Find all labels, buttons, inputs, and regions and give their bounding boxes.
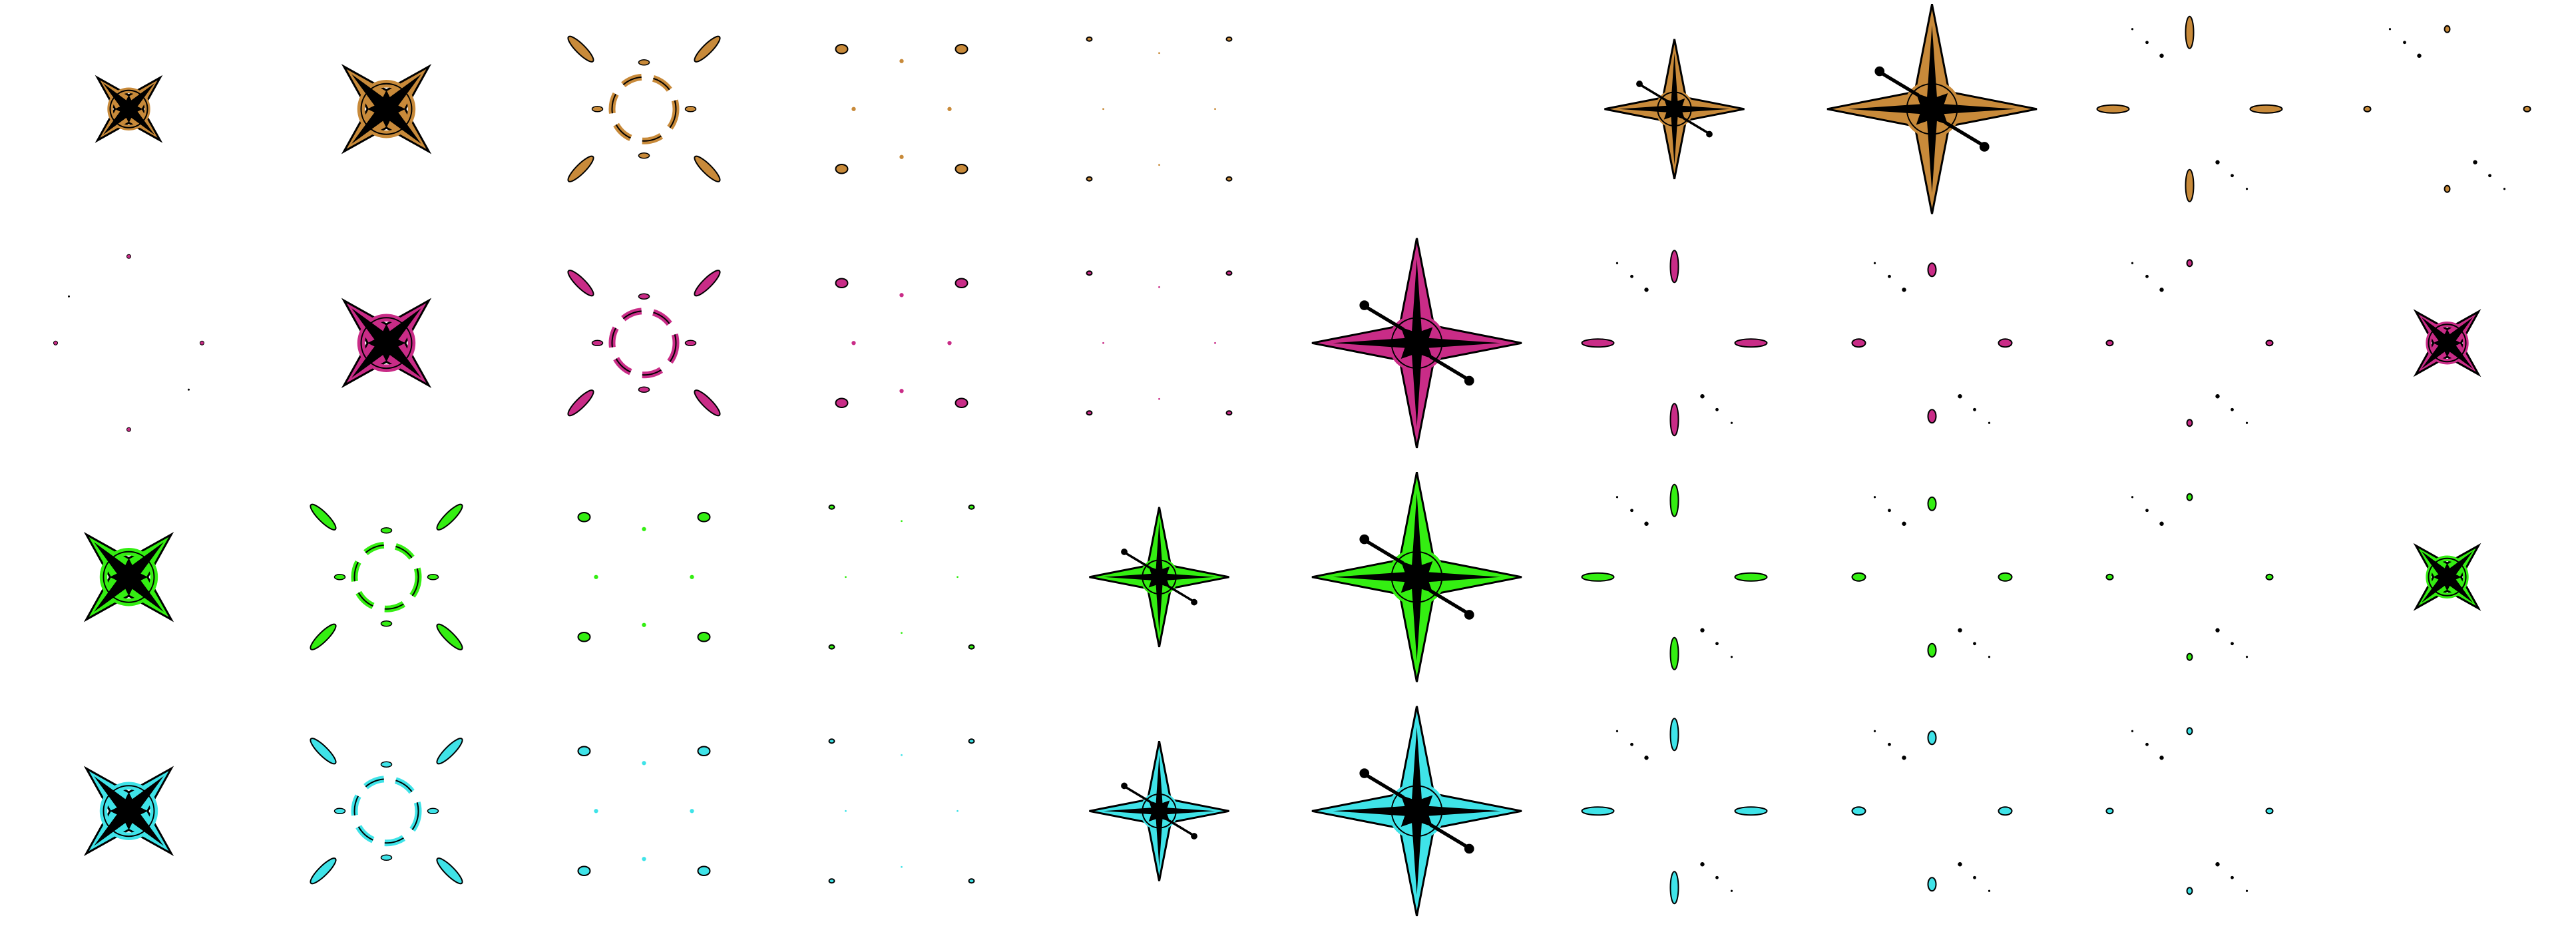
sprite-frame-plus-faint	[2105, 493, 2274, 661]
sprite-frame-star-plus-large	[1311, 238, 1522, 449]
sprite-frame-star-plus-medium	[1089, 741, 1229, 881]
sprite-frame-faint-specks	[53, 254, 204, 432]
sprite-row-magenta	[53, 238, 2481, 449]
sprite-frame-dots-spread	[577, 746, 711, 876]
sprite-frame-dots-faint	[1086, 270, 1233, 416]
sprite-frame-star-x-larger	[83, 532, 174, 622]
sprite-frame-burst-ring	[567, 270, 721, 417]
sprite-frame-star-x-larger	[341, 298, 432, 388]
sprite-frame-plus-faint	[2105, 727, 2274, 895]
sprite-row-orange	[95, 4, 2531, 214]
sprite-frame-star-plus-medium	[1604, 39, 1745, 180]
sprite-frame-plus-spread	[1581, 718, 1768, 905]
sprite-frame-star-plus-large	[1311, 706, 1522, 917]
sprite-frame-dots-spread	[835, 44, 968, 174]
sprite-row-cyan	[83, 706, 2274, 917]
sprite-frame-star-x-large	[2413, 543, 2481, 611]
sprite-frame-plus-faint-mid	[1851, 496, 2013, 658]
sprite-frame-star-plus-large	[1311, 472, 1522, 682]
sprite-frame-plus-spread	[1581, 483, 1768, 670]
sprite-frame-plus-faint	[2363, 25, 2531, 193]
sprite-frame-burst-ring	[567, 35, 721, 182]
sprite-frame-star-plus-large	[1826, 4, 2038, 214]
sprite-frame-star-x-large	[2413, 309, 2481, 377]
sprite-frame-star-x-larger	[341, 64, 432, 154]
sprite-frame-plus-faint-mid	[1851, 262, 2013, 424]
sprite-frame-plus-faint-mid	[1851, 730, 2013, 892]
sprite-frame-star-x-large	[95, 75, 163, 143]
sprite-frame-dots-faint	[828, 504, 975, 650]
sprite-frame-plus-faint	[2105, 259, 2274, 427]
sprite-frame-dots-faint	[828, 738, 975, 884]
sprite-frame-dots-spread	[577, 512, 711, 642]
sprite-frame-star-x-larger	[83, 766, 174, 856]
sprite-frame-plus-spread	[1581, 250, 1768, 437]
sprite-frame-plus-spread	[2096, 15, 2283, 202]
sprite-frame-burst-ring	[310, 503, 463, 650]
sprite-frame-burst-ring	[310, 738, 463, 885]
sprite-row-green	[83, 472, 2481, 682]
sprite-frame-dots-spread	[835, 278, 968, 408]
sprite-frame-star-plus-medium	[1089, 507, 1229, 648]
sprite-frame-dots-faint	[1086, 36, 1233, 182]
